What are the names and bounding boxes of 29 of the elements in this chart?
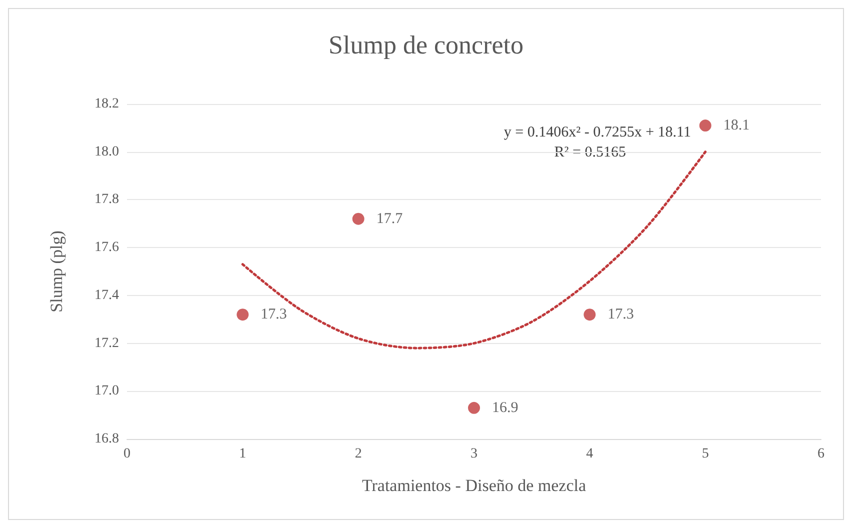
point [584, 308, 596, 321]
annotation: y = 0.1406x² - 0.7255x + 18.11 [504, 124, 692, 140]
y-axis-title: Slump (plg) [47, 230, 66, 312]
y-tick-label: 17.2 [94, 336, 119, 351]
y-tick-label: 18.0 [94, 144, 119, 160]
y-tick-label: 17.4 [94, 288, 119, 303]
data-label: 17.3 [608, 306, 634, 323]
point [468, 402, 480, 414]
x-tick-label: 4 [586, 446, 594, 462]
x-tick-label: 0 [124, 446, 130, 462]
point [352, 212, 364, 225]
point [236, 308, 249, 321]
x-tick-label: 2 [354, 446, 362, 462]
x-tick-label: 3 [470, 446, 478, 462]
chart-title: Slump de concreto [328, 30, 524, 60]
x-tick-label: 1 [239, 446, 246, 462]
data-label: 18.1 [723, 118, 750, 134]
data-label: 16.9 [492, 400, 518, 416]
x-tick-label: 6 [818, 446, 824, 462]
y-tick-label: 17.8 [94, 192, 119, 208]
y-tick-label: 17.0 [94, 384, 119, 399]
y-tick-label: 16.8 [94, 432, 119, 446]
x-tick-label: 5 [702, 446, 709, 462]
y-tick-label: 17.6 [94, 240, 119, 256]
data-label: 17.3 [260, 306, 287, 323]
x-axis-title: Tratamientos - Diseño de mezcla [362, 476, 586, 495]
point [699, 120, 712, 132]
data-label: 17.7 [376, 210, 404, 227]
y-tick-label: 18.2 [94, 96, 119, 112]
